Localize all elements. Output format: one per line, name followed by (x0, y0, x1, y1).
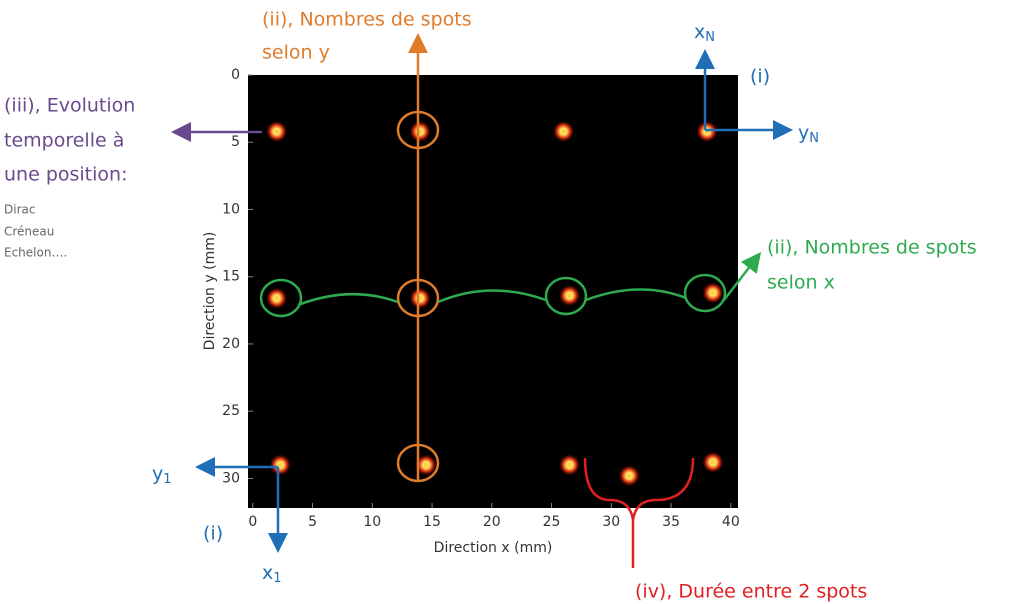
label: (iv), Durée entre 2 spots (635, 581, 867, 603)
y-axis-label: Direction y (mm) (202, 232, 218, 351)
label: (iii), Evolution (4, 95, 135, 117)
spot-core (278, 462, 283, 467)
x-tick-label: 35 (662, 514, 680, 530)
y-tick-label: 25 (222, 403, 240, 419)
x-tick-label: 15 (423, 514, 441, 530)
label: selon y (262, 42, 330, 64)
label: Echelon…. (4, 246, 67, 260)
figure: (ii), Nombres de spots selon y (ii), Nom… (0, 0, 1019, 604)
x-tick-label: 10 (363, 514, 381, 530)
x-tick-label: 30 (602, 514, 620, 530)
y-tick-label: 10 (222, 201, 240, 217)
y-tick-label: 20 (222, 336, 240, 352)
spot-core (567, 462, 572, 467)
axis-name: xN (694, 21, 715, 45)
y-tick-label: 0 (231, 67, 240, 83)
x-tick-label: 5 (308, 514, 317, 530)
spot-core (567, 293, 572, 298)
label: une position: (4, 164, 127, 186)
label: Créneau (4, 225, 54, 239)
label: (ii), Nombres de spots (767, 237, 977, 259)
axis-name: y1 (152, 463, 172, 487)
spot-core (424, 462, 429, 467)
label: (i) (203, 523, 223, 545)
y-tick-label: 15 (222, 269, 240, 285)
spot-core (561, 129, 566, 134)
axis-name: yN (798, 122, 819, 146)
spot-core (627, 473, 632, 478)
label: (i) (750, 66, 770, 88)
x-tick-label: 20 (483, 514, 501, 530)
label: Dirac (4, 203, 35, 217)
spot-core (274, 296, 279, 301)
axis-name: x1 (262, 562, 282, 586)
x-tick-label: 25 (543, 514, 561, 530)
label: temporelle à (4, 130, 124, 152)
y-tick-label: 30 (222, 470, 240, 486)
spot-core (710, 460, 715, 465)
spot-core (710, 290, 715, 295)
spot-core (274, 129, 279, 134)
x-tick-label: 40 (722, 514, 740, 530)
label: selon x (767, 272, 835, 294)
y-tick-label: 5 (231, 134, 240, 150)
x-axis-label: Direction x (mm) (434, 540, 553, 556)
label: (ii), Nombres de spots (262, 9, 472, 31)
x-tick-label: 0 (248, 514, 257, 530)
